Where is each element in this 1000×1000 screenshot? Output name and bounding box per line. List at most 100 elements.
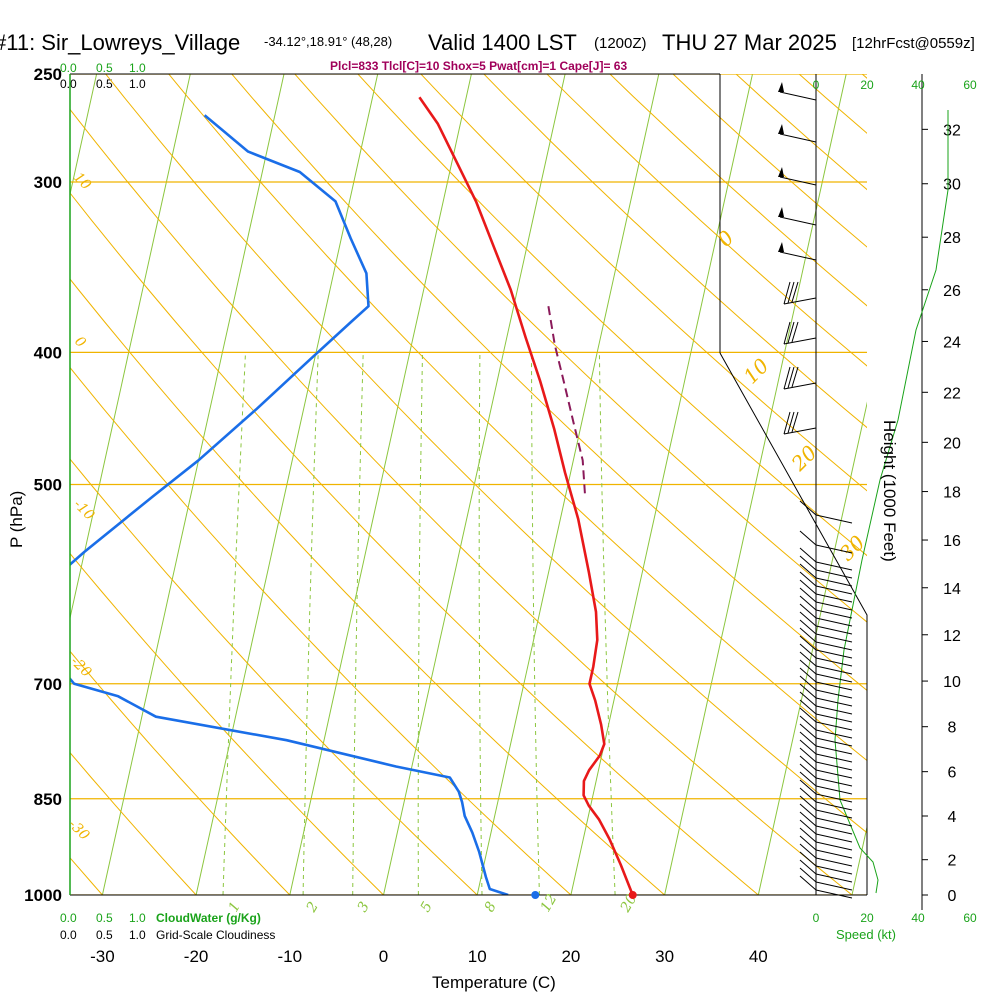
height-tick-label: 2 — [948, 853, 957, 870]
cloudwater-scale-top-1: 0.5 — [96, 61, 113, 75]
speed-tick-top: 0 — [813, 78, 820, 92]
mixing-ratio-line — [478, 352, 483, 895]
station-coords: -34.12°,18.91° (48,28) — [264, 34, 392, 49]
isotherm-line — [570, 74, 753, 895]
x-axis-label: Temperature (C) — [432, 973, 556, 992]
wind-barb — [799, 771, 853, 795]
temperature-tick-label: 40 — [749, 947, 768, 966]
dry-adiabat-line — [357, 74, 867, 557]
speed-tick-top: 40 — [911, 78, 925, 92]
dry-adiabat-line — [609, 74, 867, 307]
forecast-date: THU 27 Mar 2025 — [662, 30, 837, 55]
isotherm-line — [289, 74, 472, 895]
pressure-tick-label: 700 — [34, 675, 62, 694]
wind-barb — [783, 411, 817, 435]
y-axis-label: P (hPa) — [7, 491, 26, 548]
wind-barb — [799, 530, 853, 554]
wind-barb — [799, 611, 853, 635]
wind-barb — [799, 683, 853, 707]
dry-adiabat-line — [294, 74, 867, 623]
speed-tick-bottom: 60 — [963, 911, 977, 925]
isotherm-line — [664, 74, 847, 895]
wind-barb — [799, 827, 853, 851]
dry-adiabat-line — [546, 74, 867, 367]
mixing-ratio-line — [302, 352, 319, 895]
wind-barb — [799, 699, 853, 723]
speed-tick-top: 20 — [860, 78, 874, 92]
wind-barb — [783, 281, 817, 305]
wind-barb — [783, 321, 817, 345]
wind-barb — [799, 627, 853, 651]
wind-barb — [799, 875, 853, 899]
cloudiness-label: Grid-Scale Cloudiness — [156, 928, 275, 942]
cloudwater-scale-bottom-1: 0.5 — [96, 911, 113, 925]
wind-barb — [799, 819, 853, 843]
cloudwater-scale-bottom-0: 0.0 — [60, 911, 77, 925]
height-tick-label: 10 — [943, 674, 961, 691]
sounding-lines — [70, 96, 634, 895]
dry-adiabat-line — [70, 366, 572, 895]
isotherm-line — [101, 74, 285, 895]
height-tick-label: 4 — [948, 809, 957, 826]
wind-barb — [799, 779, 853, 803]
speed-tick-bottom: 40 — [911, 911, 925, 925]
isotherm-line — [195, 74, 379, 895]
background-grid — [70, 74, 867, 895]
wind-barb — [799, 859, 853, 883]
height-tick-label: 8 — [948, 720, 957, 737]
wind-barb — [799, 563, 853, 587]
dry-adiabat-line — [70, 552, 384, 895]
height-tick-label: 24 — [943, 334, 961, 351]
wind-barb — [799, 843, 853, 867]
surface-dewpoint-marker — [531, 891, 540, 899]
wind-barb — [799, 755, 853, 779]
cloudiness-scale-bottom-0: 0.0 — [60, 928, 77, 942]
wind-barb — [799, 731, 853, 755]
wind-barb — [783, 366, 817, 390]
pressure-tick-label: 850 — [34, 790, 62, 809]
wind-barb — [799, 835, 853, 859]
mixing-ratio-label: 12 — [538, 891, 561, 915]
wind-barb — [799, 763, 853, 787]
wind-barb — [799, 867, 853, 891]
cloudwater-scale-top-2: 1.0 — [129, 61, 146, 75]
height-profile-line — [834, 110, 949, 894]
pressure-tick-label: 400 — [34, 343, 62, 362]
cloudiness-scale-top-0: 0.0 — [60, 77, 77, 91]
terrain-outline — [719, 352, 868, 895]
wind-barb — [799, 691, 853, 715]
wind-barb — [778, 124, 817, 143]
wind-barb — [799, 851, 853, 875]
wind-barb — [799, 579, 853, 603]
wind-barb — [778, 167, 817, 186]
station-title: #11: Sir_Lowreys_Village — [0, 30, 240, 55]
mixing-ratio-line — [352, 352, 364, 895]
wind-barb — [799, 659, 853, 683]
wind-barb — [799, 571, 853, 595]
cloudwater-scale-bottom-2: 1.0 — [129, 911, 146, 925]
temperature-tick-label: 10 — [468, 947, 487, 966]
pressure-tick-label: 300 — [34, 173, 62, 192]
height-tick-label: 18 — [943, 485, 961, 502]
dry-adiabat-line — [105, 74, 867, 834]
wind-barb — [799, 547, 853, 571]
isotherm-line — [757, 401, 867, 895]
height-tick-label: 16 — [943, 533, 961, 550]
mixing-ratio-line — [417, 352, 423, 895]
speed-tick-bottom: 20 — [860, 911, 874, 925]
pressure-tick-label: 250 — [34, 65, 62, 84]
height-tick-label: 26 — [943, 283, 961, 300]
wind-barb — [799, 635, 853, 659]
wind-barb — [799, 587, 853, 611]
pressure-tick-label: 500 — [34, 476, 62, 495]
dry-adiabat-line — [231, 74, 867, 692]
wind-barb — [799, 555, 853, 579]
dry-adiabat-line — [420, 74, 867, 492]
cloudiness-scale-top-1: 0.5 — [96, 77, 113, 91]
temperature-tick-label: -10 — [278, 947, 303, 966]
pressure-tick-label: 1000 — [24, 886, 62, 905]
surface-temperature-marker — [628, 891, 637, 899]
dry-adiabat-line — [70, 108, 853, 895]
height-tick-label: 0 — [948, 888, 957, 905]
